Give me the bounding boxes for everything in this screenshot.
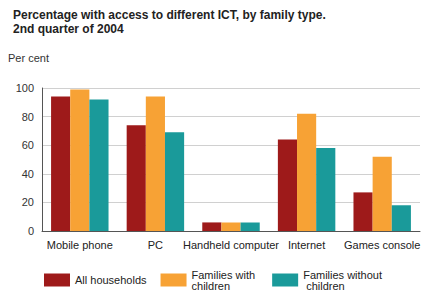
svg-text:children: children [303, 280, 345, 292]
svg-text:Internet: Internet [288, 239, 325, 251]
svg-text:Games console: Games console [344, 239, 420, 251]
svg-text:40: 40 [22, 168, 34, 180]
svg-text:Families without: Families without [303, 268, 382, 281]
svg-text:PC: PC [148, 239, 163, 251]
svg-text:2nd quarter of 2004: 2nd quarter of 2004 [13, 22, 124, 36]
svg-text:Handheld computer: Handheld computer [183, 239, 279, 251]
svg-text:Per cent: Per cent [8, 52, 49, 64]
svg-text:Families with: Families with [191, 268, 259, 281]
svg-text:80: 80 [22, 111, 34, 123]
svg-text:100: 100 [16, 82, 34, 94]
svg-text:20: 20 [22, 196, 34, 208]
svg-text:Mobile phone: Mobile phone [47, 239, 113, 251]
svg-text:Percentage with access to diff: Percentage with access to different ICT,… [13, 8, 326, 22]
svg-text:All households: All households [75, 274, 147, 286]
svg-text:0: 0 [28, 225, 34, 237]
svg-text:60: 60 [22, 139, 34, 151]
svg-text:children: children [192, 280, 231, 292]
